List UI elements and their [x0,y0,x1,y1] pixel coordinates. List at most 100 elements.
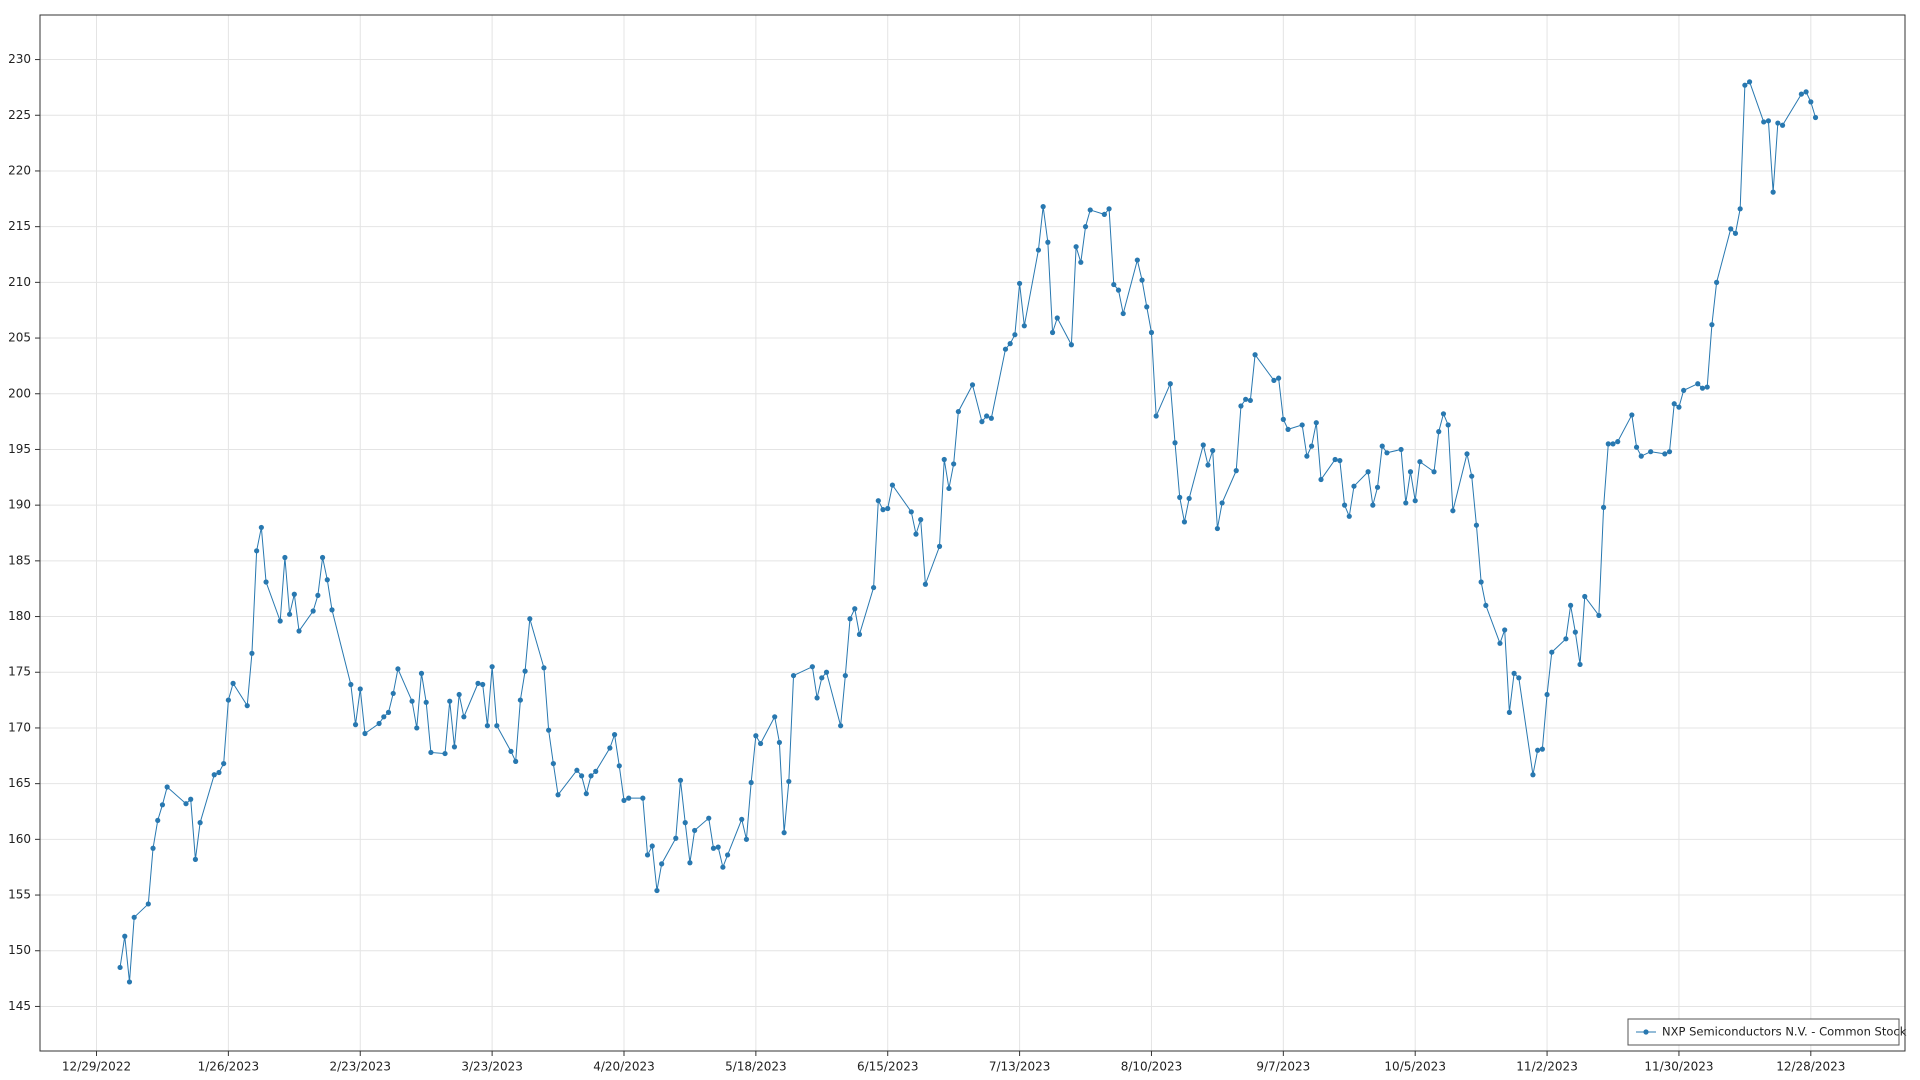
y-tick-label: 230 [8,52,31,66]
data-point [517,697,523,703]
data-point [550,760,556,767]
data-point [1676,404,1682,410]
data-point [385,709,392,715]
data-point [913,531,919,537]
y-tick-label: 195 [8,442,31,456]
data-point [1252,352,1258,358]
data-point [555,792,561,798]
data-point [692,827,698,834]
data-point [621,797,627,803]
data-point [1181,519,1188,525]
data-point [583,791,589,797]
data-point [484,723,491,729]
data-point [352,722,359,728]
data-point [155,817,161,824]
data-point [1732,230,1739,236]
data-point [362,730,368,737]
data-point [1101,211,1107,218]
data-point [757,740,764,747]
data-point [725,852,731,858]
data-point [329,607,335,613]
data-point [1233,468,1239,474]
data-point [216,769,222,776]
data-point [456,691,462,698]
data-point [282,554,288,561]
data-point [1308,443,1315,449]
data-point [1106,206,1112,212]
data-point [244,703,250,709]
data-point [522,668,528,674]
data-point [1629,412,1635,418]
data-point [1365,469,1371,475]
data-point [489,664,495,670]
data-point [1398,446,1404,453]
data-point [249,650,255,656]
data-point [776,739,783,746]
data-point [870,584,877,591]
data-point [1304,453,1310,459]
data-point [310,608,316,614]
data-point [1648,449,1654,455]
data-point [475,680,481,686]
data-point [984,413,990,419]
x-tick-label: 5/18/2023 [725,1060,787,1074]
data-point [480,681,486,688]
data-point [781,830,787,836]
data-point [197,820,203,826]
data-point [574,767,580,773]
data-point [357,686,363,692]
data-point [1403,500,1409,506]
data-point [1214,525,1220,532]
data-point [409,698,415,704]
data-point [753,733,759,739]
data-point [673,835,679,841]
data-point [1238,403,1244,409]
data-point [395,666,401,672]
x-tick-label: 3/23/2023 [461,1060,523,1074]
data-point [1407,469,1414,475]
data-point [790,672,797,679]
data-point [677,777,684,783]
data-point [1779,122,1786,128]
data-point [819,675,825,681]
x-tick-label: 1/26/2023 [198,1060,260,1074]
data-point [277,618,283,624]
data-point [546,727,552,733]
data-point [1544,691,1550,698]
data-point [1450,508,1456,514]
data-point [1285,426,1291,432]
data-point [1464,451,1470,457]
data-point [1087,207,1093,213]
data-point [936,543,943,549]
data-point [616,763,622,769]
data-point [1002,346,1009,352]
data-point [1681,387,1687,394]
data-point [922,581,929,587]
data-point [1714,279,1720,285]
data-point [1379,443,1385,449]
data-point [145,901,151,907]
data-point [715,844,721,850]
data-point [838,723,844,729]
data-point [682,820,688,826]
data-point [1473,522,1480,528]
data-point [541,665,547,671]
data-point [315,592,321,598]
data-point [254,548,260,554]
legend: NXP Semiconductors N.V. - Common Stock [1627,1018,1907,1046]
data-point [1276,375,1282,381]
data-point [748,779,754,786]
data-point [1605,441,1611,447]
data-point [772,714,778,720]
data-point [1530,772,1536,778]
data-point [649,843,655,849]
data-point [611,732,618,738]
data-point [319,554,326,561]
data-point [1412,498,1418,504]
data-point [348,681,354,688]
data-point [428,749,434,756]
data-point [258,524,264,531]
x-tick-label: 4/20/2023 [593,1060,655,1074]
x-tick-label: 12/28/2023 [1776,1060,1845,1074]
